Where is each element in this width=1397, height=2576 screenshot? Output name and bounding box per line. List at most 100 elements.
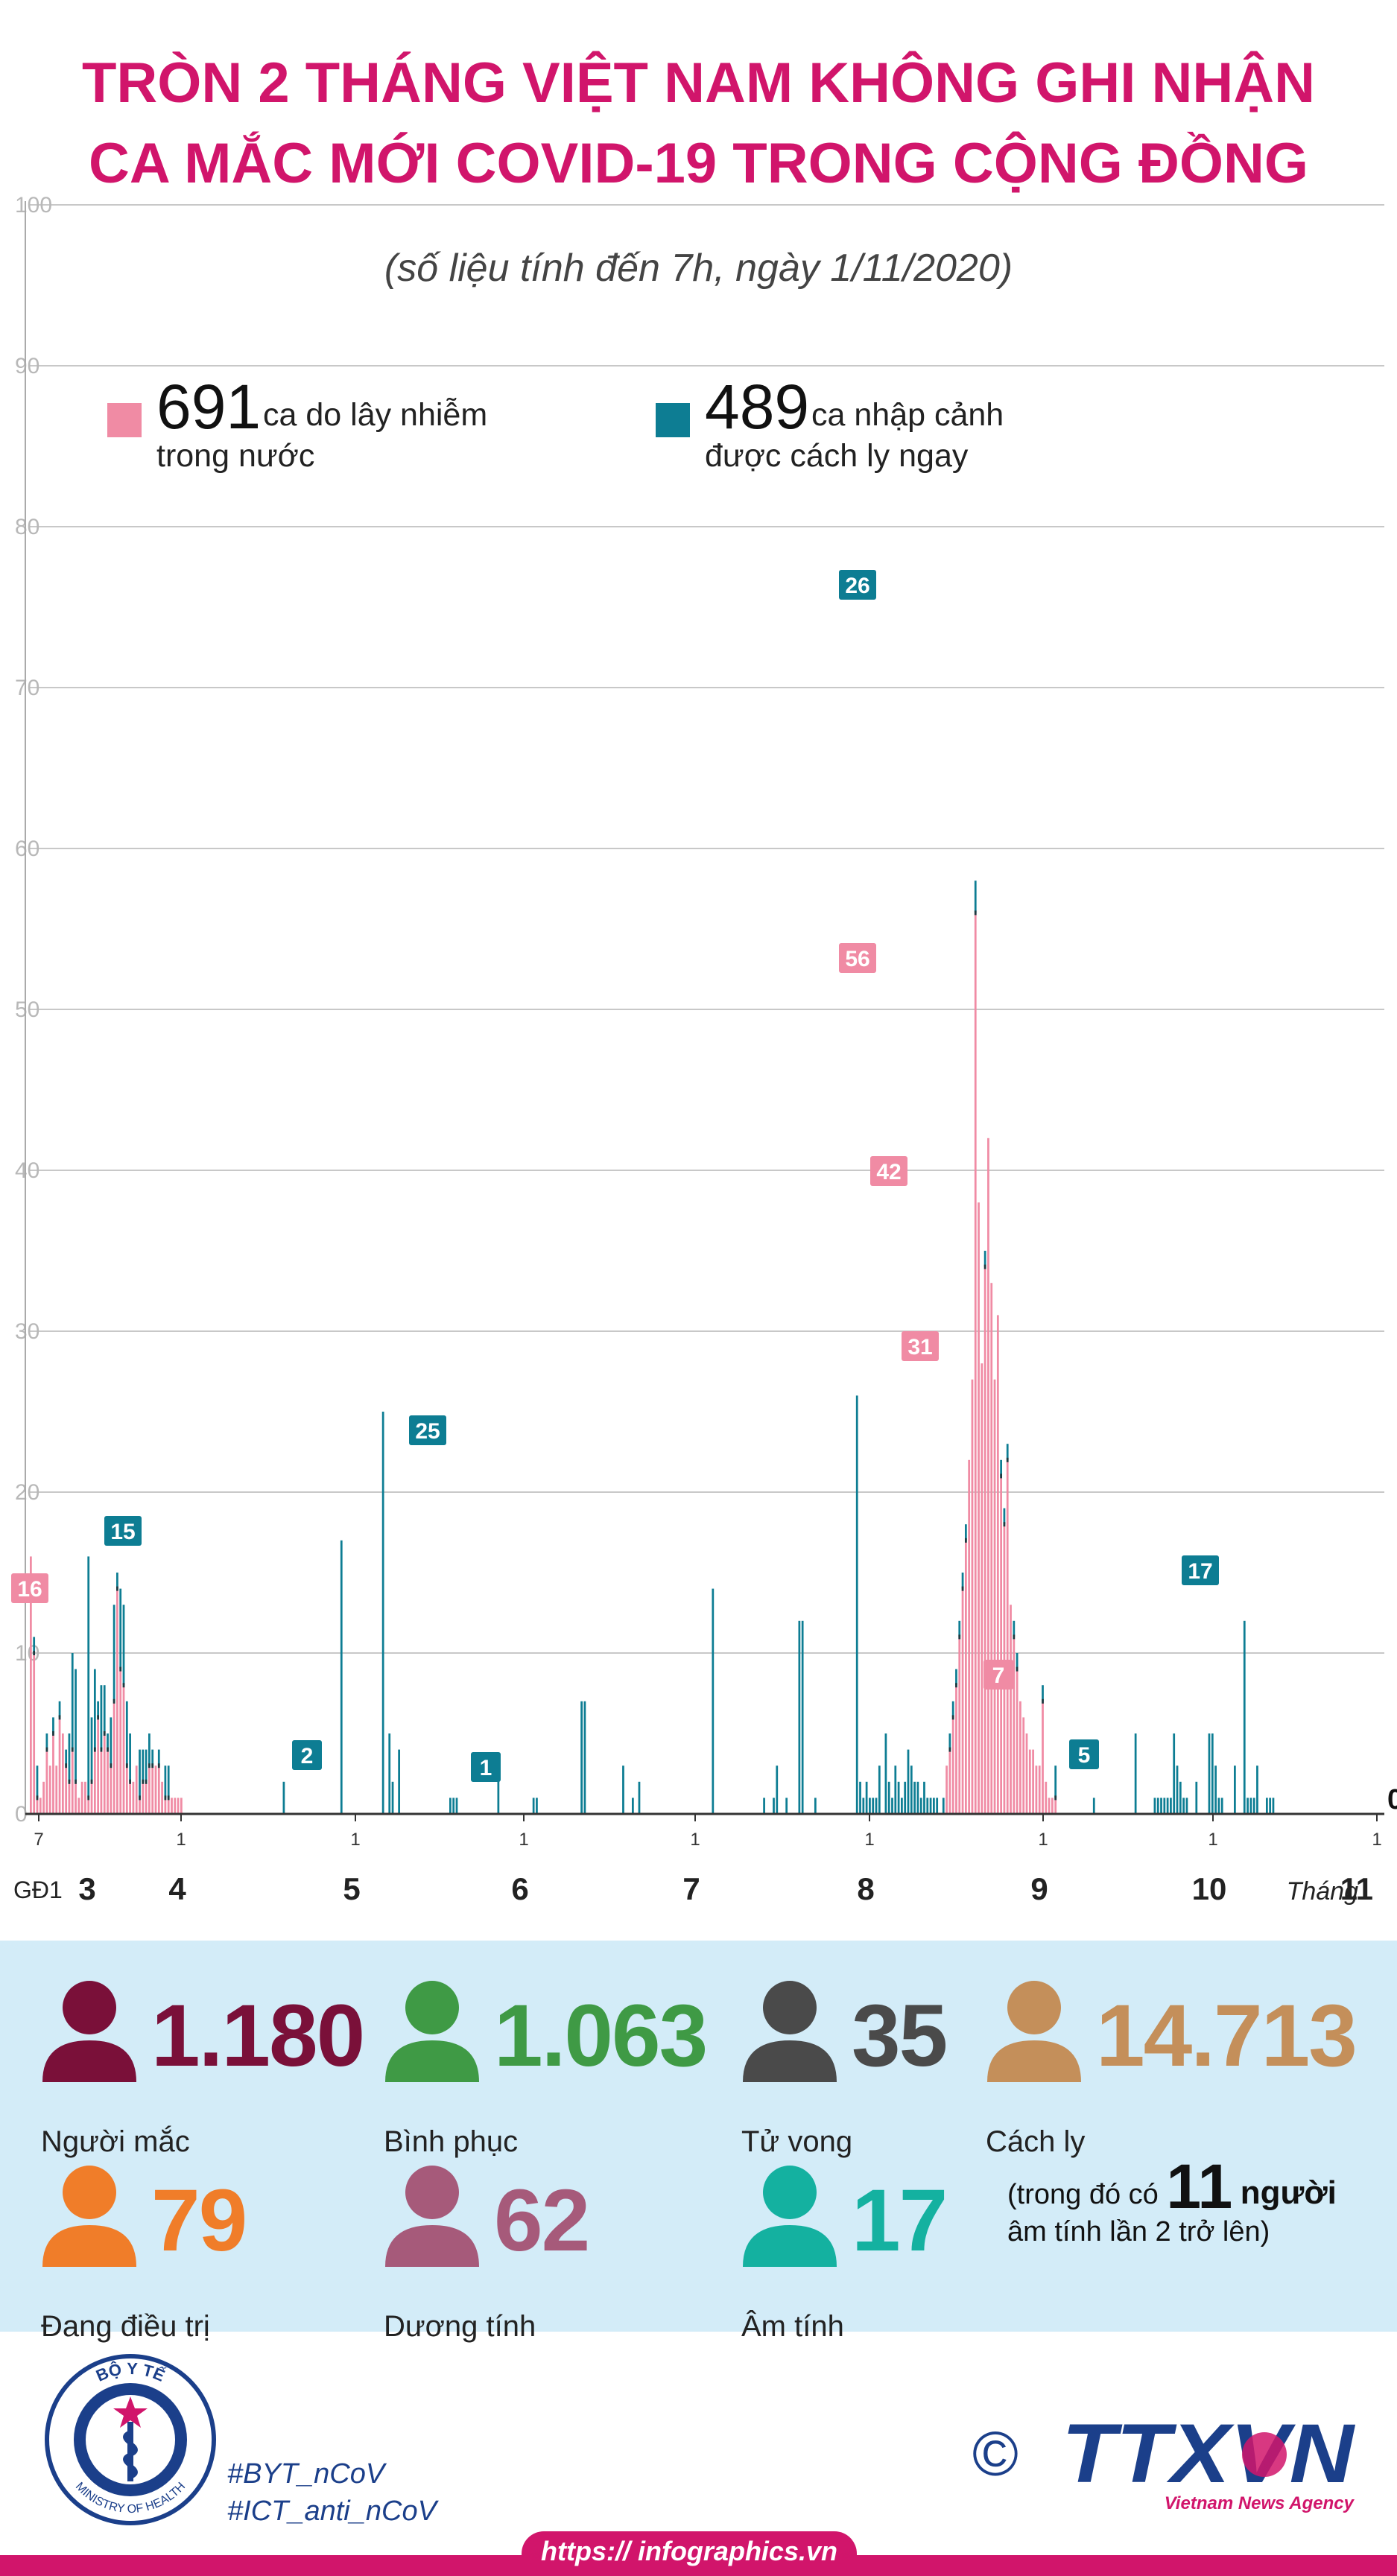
annotation-box bbox=[292, 1740, 322, 1770]
x-month-label: 3 bbox=[78, 1871, 95, 1906]
legend-imported-swatch bbox=[656, 403, 690, 437]
legend-domestic-text: ca do lây nhiễm bbox=[263, 397, 488, 433]
bar-domestic bbox=[100, 1749, 103, 1814]
x-month-label: 9 bbox=[1030, 1871, 1048, 1906]
bar-domestic bbox=[33, 1653, 36, 1814]
bar-imported bbox=[532, 1798, 535, 1814]
bar-domestic bbox=[1038, 1766, 1041, 1814]
bar-separator bbox=[139, 1795, 141, 1801]
bar-imported bbox=[45, 1733, 48, 1750]
annotation-label: 16 bbox=[17, 1577, 42, 1602]
bar-imported bbox=[33, 1637, 36, 1653]
legend-domestic-swatch bbox=[107, 403, 142, 437]
bar-separator bbox=[68, 1779, 71, 1784]
x-day-label: 1 bbox=[690, 1830, 700, 1850]
bar-imported bbox=[936, 1798, 939, 1814]
bar-separator bbox=[87, 1795, 90, 1801]
annotation-zero: 0 bbox=[1387, 1784, 1397, 1815]
footer-url-tab bbox=[522, 2531, 857, 2576]
hashtag-ict[interactable]: #ICT_anti_nCoV bbox=[227, 2496, 437, 2527]
legend-domestic-value: 691 bbox=[156, 372, 262, 442]
bar-imported bbox=[622, 1766, 624, 1814]
bar-imported bbox=[983, 1251, 986, 1267]
bar-imported bbox=[381, 1412, 384, 1814]
bar-domestic bbox=[958, 1637, 961, 1814]
bar-imported bbox=[923, 1781, 925, 1814]
chart-subtitle: (số liệu tính đến 7h, ngày 1/11/2020) bbox=[384, 247, 1013, 290]
bar-domestic bbox=[1016, 1669, 1019, 1814]
annotation-box bbox=[1182, 1555, 1219, 1585]
bar-separator bbox=[1042, 1698, 1044, 1704]
annotation-label: 31 bbox=[907, 1335, 932, 1360]
bar-imported bbox=[1042, 1685, 1044, 1701]
bar-separator bbox=[113, 1698, 115, 1704]
bar-separator bbox=[58, 1715, 61, 1720]
bar-imported bbox=[580, 1701, 583, 1814]
footer-url-link[interactable]: https:// infographics.vn bbox=[540, 2536, 837, 2566]
bar-separator bbox=[148, 1763, 151, 1768]
bar-imported bbox=[1265, 1798, 1268, 1814]
stat-deaths-value: 35 bbox=[852, 1987, 948, 2085]
bar-imported bbox=[948, 1733, 951, 1750]
bar-separator bbox=[983, 1264, 986, 1269]
bar-domestic bbox=[145, 1781, 148, 1814]
bar-imported bbox=[65, 1749, 68, 1766]
bar-separator bbox=[1003, 1522, 1006, 1527]
chart-annotations: 16 15 2 25 1 26 56 42 31 7 5 17 0 bbox=[11, 570, 1397, 1815]
bar-domestic bbox=[1010, 1605, 1012, 1814]
bar-imported bbox=[1252, 1798, 1255, 1814]
annotation-label: 5 bbox=[1078, 1743, 1091, 1768]
bar-imported bbox=[926, 1798, 929, 1814]
bar-domestic bbox=[1045, 1781, 1048, 1814]
bar-imported bbox=[884, 1733, 887, 1814]
bar-imported bbox=[907, 1749, 910, 1814]
bar-domestic bbox=[964, 1540, 967, 1814]
bar-imported bbox=[129, 1733, 131, 1782]
bar-imported bbox=[955, 1669, 957, 1686]
y-tick-label: 50 bbox=[15, 997, 39, 1022]
y-tick-label: 70 bbox=[15, 676, 39, 700]
bar-imported bbox=[1013, 1620, 1016, 1637]
ministry-of-health-logo: BỘ Y TẾ MINISTRY OF HEALTH bbox=[45, 2354, 216, 2525]
bar-imported bbox=[1170, 1798, 1172, 1814]
bar-domestic bbox=[132, 1781, 135, 1814]
bar-imported bbox=[145, 1749, 148, 1782]
bar-domestic bbox=[154, 1766, 157, 1814]
bar-imported bbox=[1214, 1766, 1217, 1814]
bar-domestic bbox=[983, 1266, 986, 1814]
bar-imported bbox=[913, 1781, 916, 1814]
bar-imported bbox=[107, 1733, 109, 1750]
ttxvn-globe-icon bbox=[1242, 2432, 1287, 2477]
x-month-label: 5 bbox=[343, 1871, 360, 1906]
bar-imported bbox=[785, 1798, 788, 1814]
bar-imported bbox=[449, 1798, 452, 1814]
bar-imported bbox=[929, 1798, 932, 1814]
stat-quarantine-label: Cách ly bbox=[986, 2125, 1086, 2158]
bar-domestic bbox=[948, 1749, 951, 1814]
bar-separator bbox=[1016, 1666, 1019, 1672]
bar-separator bbox=[110, 1763, 113, 1768]
x-start-label: GĐ1 bbox=[13, 1877, 63, 1903]
bar-domestic bbox=[30, 1556, 32, 1814]
bar-domestic bbox=[139, 1798, 141, 1814]
bar-domestic bbox=[1013, 1637, 1016, 1814]
bar-imported bbox=[157, 1749, 160, 1766]
bar-imported bbox=[958, 1620, 961, 1637]
bar-domestic bbox=[171, 1798, 173, 1814]
bar-domestic bbox=[55, 1766, 58, 1814]
bar-imported bbox=[776, 1766, 779, 1814]
bar-imported bbox=[919, 1798, 922, 1814]
bar-separator bbox=[36, 1795, 39, 1801]
bar-domestic bbox=[135, 1766, 138, 1814]
stat-treatment-label: Đang điều trị bbox=[41, 2310, 210, 2343]
bar-domestic bbox=[36, 1798, 39, 1814]
annotation-label: 17 bbox=[1188, 1559, 1212, 1584]
bar-imported bbox=[865, 1781, 868, 1814]
bar-domestic bbox=[1032, 1749, 1034, 1814]
annotation-label: 1 bbox=[480, 1756, 492, 1780]
bar-separator bbox=[1000, 1473, 1003, 1479]
stat-recovered-label: Bình phục bbox=[384, 2125, 519, 2158]
note-suffix: người bbox=[1240, 2174, 1337, 2211]
hashtag-byt[interactable]: #BYT_nCoV bbox=[227, 2458, 385, 2490]
bar-domestic bbox=[1048, 1798, 1051, 1814]
